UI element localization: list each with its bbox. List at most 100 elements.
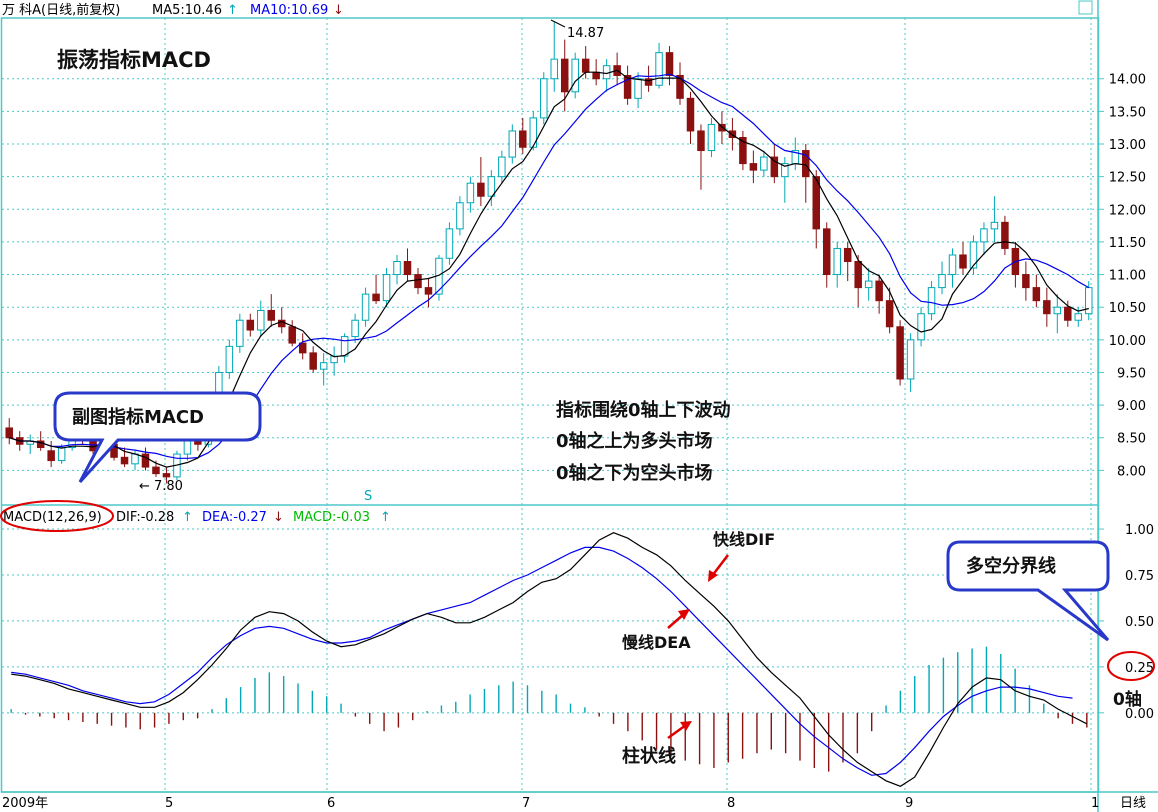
macd-up-arrow-icon: ↑ <box>380 510 391 525</box>
candle-up <box>969 241 978 269</box>
candle-down <box>403 261 412 276</box>
candle-down <box>896 326 904 380</box>
candle-down <box>885 300 894 328</box>
price-axis: 14.00 13.50 13.00 12.50 12.00 11.50 11.00 10.50… <box>1098 73 1146 479</box>
candle-down <box>298 342 307 354</box>
candle-up <box>257 309 265 331</box>
candle-up <box>1074 313 1083 321</box>
price-tick-label: 9.00 <box>1117 399 1146 414</box>
candle-down <box>519 130 527 148</box>
candle-down <box>267 309 276 321</box>
candle-down <box>697 130 705 152</box>
candle-down <box>1043 300 1051 315</box>
fast-line-label: 快线DIF <box>713 530 775 549</box>
candle-up <box>57 447 66 462</box>
macd-tick-label: 0.75 <box>1125 569 1154 584</box>
price-tick-label: 12.50 <box>1109 171 1146 186</box>
moving-averages <box>9 69 1090 468</box>
x-month-10: 1 <box>1091 796 1099 811</box>
dea-line <box>11 546 1073 776</box>
candle-down <box>1064 306 1072 321</box>
x-month-6: 6 <box>327 796 335 811</box>
x-month-7: 7 <box>522 796 530 811</box>
macd-tick-label: 0.25 <box>1125 661 1154 676</box>
macd-axis: 1.00 0.75 0.50 0.25 0.00 <box>1098 523 1154 722</box>
explain-line-3: 0轴之下为空头市场 <box>556 462 713 484</box>
candle-up <box>131 453 139 465</box>
candle-down <box>686 97 695 132</box>
explain-line-1: 指标围绕0轴上下波动 <box>556 399 731 421</box>
x-month-8: 8 <box>727 796 735 811</box>
candle-up <box>781 163 789 178</box>
candle-down <box>162 473 171 478</box>
candle-up <box>382 274 391 302</box>
candle-down <box>5 427 13 439</box>
high-marker-line <box>550 19 566 28</box>
candle-down <box>47 450 55 462</box>
candlesticks <box>5 21 1093 484</box>
candle-up <box>707 123 716 152</box>
ma10-down-arrow-icon: ↓ <box>333 3 344 18</box>
arrow-fast-line <box>708 554 729 582</box>
ma10-label: MA10:10.69 <box>250 3 328 18</box>
ma5-up-arrow-icon: ↑ <box>227 3 238 18</box>
candle-up <box>183 440 192 455</box>
price-tick-label: 11.00 <box>1109 269 1146 284</box>
x-month-5: 5 <box>165 796 173 811</box>
candle-down <box>644 78 653 86</box>
callout-sub-text: 副图指标MACD <box>72 406 204 428</box>
x-year-label: 2009年 <box>2 796 48 811</box>
candle-up <box>917 313 925 341</box>
candle-up <box>351 319 359 338</box>
candle-down <box>854 261 862 289</box>
candle-up <box>529 117 538 148</box>
candle-up <box>980 228 988 243</box>
macd-tick-label: 0.50 <box>1125 615 1154 630</box>
candle-up <box>833 247 841 276</box>
slow-line-label: 慢线DEA <box>622 633 691 652</box>
high-mark: 14.87 <box>567 26 604 41</box>
candle-up <box>445 228 454 259</box>
callout-zero-text: 多空分界线 <box>966 555 1056 577</box>
arrow-slow-line <box>667 609 690 629</box>
stock-title: 万 科A(日线,前复权) <box>2 2 120 18</box>
price-tick-label: 13.50 <box>1109 105 1146 120</box>
zero-axis-ellipse <box>1107 651 1155 681</box>
candle-down <box>665 52 674 76</box>
candle-down <box>560 58 569 93</box>
price-tick-label: 13.00 <box>1109 138 1146 153</box>
ma10-line <box>9 73 1090 459</box>
candle-up <box>508 130 517 158</box>
price-tick-label: 10.00 <box>1109 334 1146 349</box>
low-arrow-icon: ← <box>139 479 150 494</box>
candle-down <box>812 176 821 230</box>
dea-down-arrow-icon: ↓ <box>273 510 284 525</box>
candle-up <box>236 319 244 347</box>
candle-up <box>1053 306 1062 315</box>
candle-down <box>477 182 485 197</box>
candle-up <box>466 182 475 204</box>
x-month-9: 9 <box>905 796 913 811</box>
chart-title: 振荡指标MACD <box>57 48 211 72</box>
candle-down <box>822 228 831 276</box>
candle-up <box>361 293 370 321</box>
candle-down <box>246 319 255 331</box>
macd-tick-label: 0.00 <box>1125 707 1154 722</box>
macd-value-label: MACD:-0.03 <box>293 510 370 525</box>
price-tick-label: 10.50 <box>1109 301 1146 316</box>
candle-up <box>990 221 999 230</box>
price-tick-label: 12.00 <box>1109 203 1146 218</box>
candle-down <box>739 136 747 165</box>
candle-down <box>749 163 758 171</box>
candle-down <box>372 293 380 302</box>
window-button[interactable] <box>1078 0 1093 15</box>
candle-up <box>498 156 506 178</box>
candle-up <box>456 202 464 230</box>
candle-up <box>550 58 558 80</box>
price-tick-label: 8.00 <box>1117 464 1146 479</box>
candle-down <box>414 274 422 289</box>
candle-down <box>676 74 684 99</box>
ma5-line <box>9 69 1089 468</box>
candle-down <box>141 453 150 468</box>
